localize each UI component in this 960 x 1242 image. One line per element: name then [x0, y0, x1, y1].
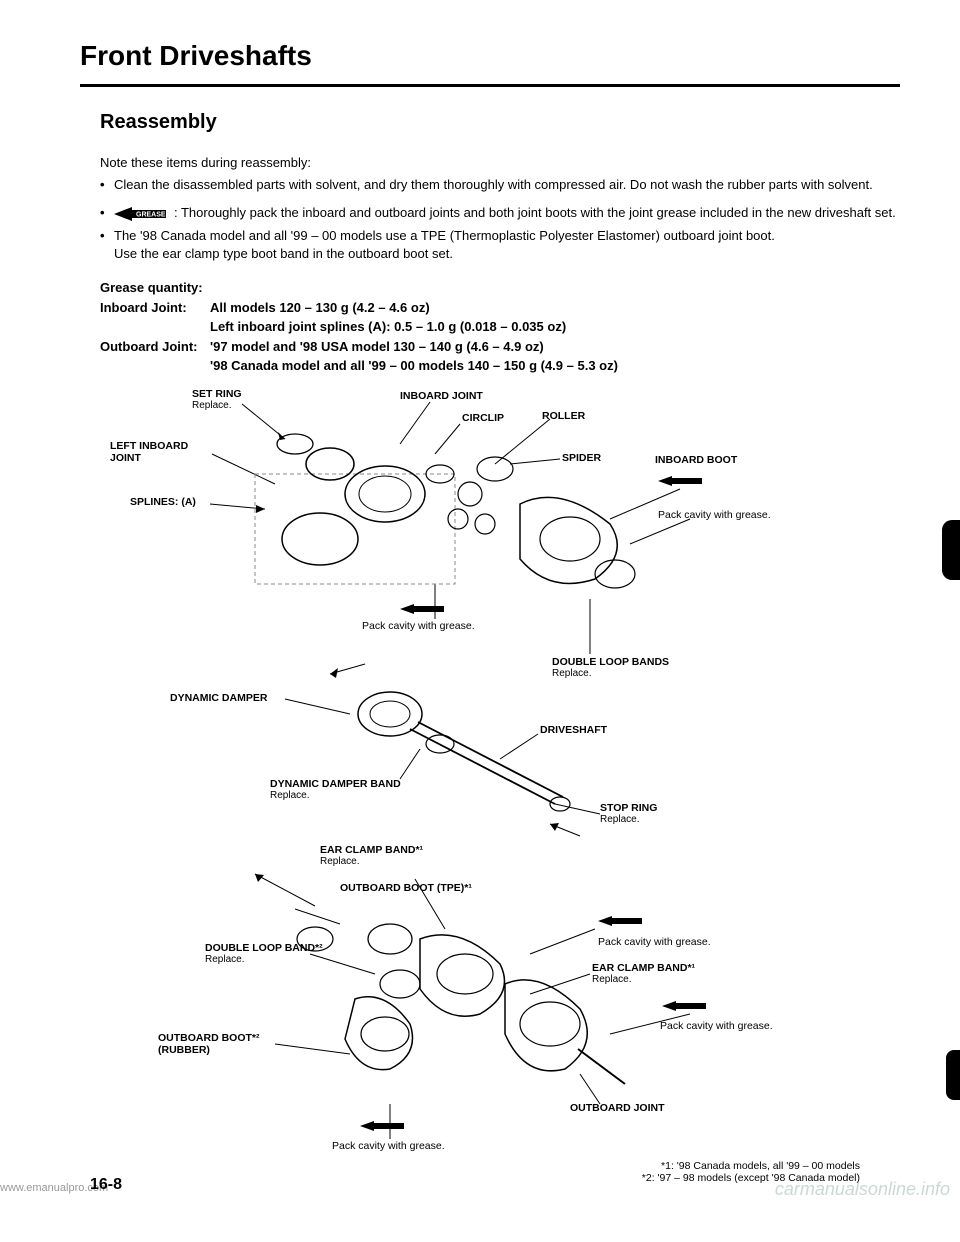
label-splines: SPLINES: (A): [130, 496, 196, 509]
inboard-value-2: Left inboard joint splines (A): 0.5 – 1.…: [210, 317, 900, 337]
bullet-text: Clean the disassembled parts with solven…: [114, 176, 900, 194]
outboard-value-2: '98 Canada model and all '99 – 00 models…: [210, 356, 900, 376]
grease-icon: GREASE: [114, 205, 168, 223]
label-set-ring: SET RING Replace.: [192, 388, 242, 413]
bullet-3b: Use the ear clamp type boot band in the …: [114, 246, 453, 261]
label-outboard-boot-rubber: OUTBOARD BOOT*² (RUBBER): [158, 1032, 260, 1057]
bullet-text: The '98 Canada model and all '99 – 00 mo…: [114, 227, 900, 263]
label-pack-cavity-5: Pack cavity with grease.: [332, 1140, 445, 1153]
label-pack-cavity-4: Pack cavity with grease.: [660, 1020, 773, 1033]
section-title: Reassembly: [100, 111, 900, 134]
bullet-marker: •: [100, 227, 114, 263]
bullet-1: • Clean the disassembled parts with solv…: [100, 176, 900, 194]
inboard-value-1: All models 120 – 130 g (4.2 – 4.6 oz): [210, 298, 900, 318]
bullet-2-text: : Thoroughly pack the inboard and outboa…: [174, 205, 896, 220]
bullet-marker: •: [100, 204, 114, 223]
label-outboard-joint: OUTBOARD JOINT: [570, 1102, 665, 1115]
label-spider: SPIDER: [562, 452, 601, 465]
side-tab-lower: [946, 1050, 960, 1100]
page-number: 16-8: [90, 1176, 122, 1194]
page-title: Front Driveshafts: [80, 40, 900, 72]
label-pack-cavity-2: Pack cavity with grease.: [362, 620, 475, 633]
label-roller: ROLLER: [542, 410, 585, 423]
label-left-inboard-joint: LEFT INBOARD JOINT: [110, 440, 188, 465]
label-outboard-boot-tpe: OUTBOARD BOOT (TPE)*¹: [340, 882, 472, 895]
grease-heading: Grease quantity:: [100, 279, 900, 297]
label-ear-clamp-band-2: EAR CLAMP BAND*¹ Replace.: [592, 962, 695, 987]
side-tab: [942, 520, 960, 580]
label-driveshaft: DRIVESHAFT: [540, 724, 607, 737]
label-dynamic-damper: DYNAMIC DAMPER: [170, 692, 267, 705]
grease-quantity-block: Grease quantity: Inboard Joint: All mode…: [100, 279, 900, 375]
exploded-diagram: SET RING Replace. INBOARD JOINT CIRCLIP …: [100, 384, 880, 1184]
label-inboard-joint: INBOARD JOINT: [400, 390, 483, 403]
footnote-1: *1: '98 Canada models, all '99 – 00 mode…: [642, 1160, 860, 1172]
outboard-label: Outboard Joint:: [100, 337, 210, 357]
bullet-3: • The '98 Canada model and all '99 – 00 …: [100, 227, 900, 263]
label-pack-cavity-3: Pack cavity with grease.: [598, 936, 711, 949]
label-ear-clamp-band-1: EAR CLAMP BAND*¹ Replace.: [320, 844, 423, 869]
bullet-text: GREASE : Thoroughly pack the inboard and…: [114, 204, 900, 223]
intro-text: Note these items during reassembly:: [100, 154, 900, 172]
label-stop-ring: STOP RING Replace.: [600, 802, 657, 827]
label-double-loop-bands: DOUBLE LOOP BANDS Replace.: [552, 656, 669, 681]
bullet-2: • GREASE : Thoroughly pack the inboard a…: [100, 204, 900, 223]
title-rule: [80, 84, 900, 87]
label-pack-cavity-1: Pack cavity with grease.: [658, 509, 771, 522]
label-circlip: CIRCLIP: [462, 412, 504, 425]
label-dynamic-damper-band: DYNAMIC DAMPER BAND Replace.: [270, 778, 401, 803]
outboard-value-1: '97 model and '98 USA model 130 – 140 g …: [210, 337, 900, 357]
bullet-marker: •: [100, 176, 114, 194]
label-double-loop-band: DOUBLE LOOP BAND*² Replace.: [205, 942, 323, 967]
svg-text:GREASE: GREASE: [136, 211, 166, 218]
label-inboard-boot: INBOARD BOOT: [655, 454, 737, 467]
bullet-3a: The '98 Canada model and all '99 – 00 mo…: [114, 228, 775, 243]
diagram-svg: [100, 384, 880, 1184]
watermark-right: carmanualsonline.info: [775, 1179, 950, 1200]
inboard-label: Inboard Joint:: [100, 298, 210, 318]
